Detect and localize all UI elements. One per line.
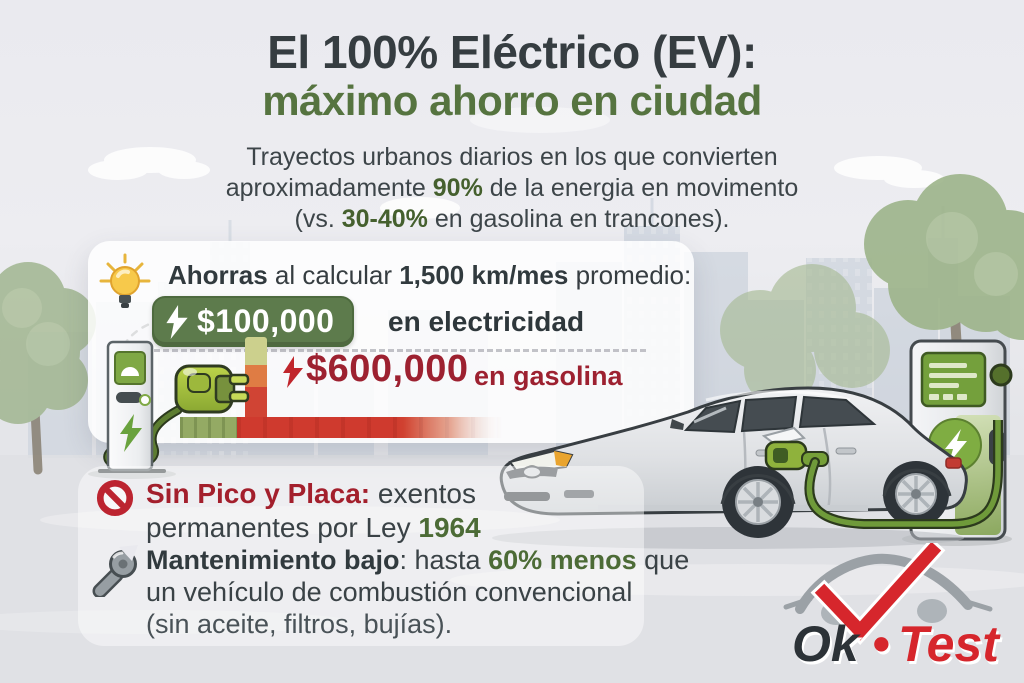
dashed-divider xyxy=(154,349,646,352)
benefit-pico-placa: Sin Pico y Placa: exentos permanentes po… xyxy=(146,478,481,543)
lightning-bolt-icon xyxy=(283,356,303,388)
bar-segment-orange xyxy=(245,365,267,387)
clouds xyxy=(88,107,944,219)
subtitle-line-1: Trayectos urbanos diarios en los que con… xyxy=(246,143,778,171)
electric-car xyxy=(492,386,968,549)
front-wheel xyxy=(720,466,796,538)
title-line-1: El 100% Eléctrico (EV): xyxy=(267,26,757,78)
subtitle: Trayectos urbanos diarios en los que con… xyxy=(0,142,1024,235)
charge-port xyxy=(761,426,829,471)
maintenance-saving-value: 60% menos xyxy=(488,545,637,575)
electricity-label: en electricidad xyxy=(388,306,585,337)
gasoline-label: en gasolina xyxy=(474,361,623,391)
benefits-panel xyxy=(78,466,644,646)
title-line-2: máximo ahorro en ciudad xyxy=(262,76,762,124)
car-check-icon xyxy=(783,543,993,646)
lightbulb-icon xyxy=(99,253,151,308)
subtitle-line-3: (vs. 30-40% en gasolina en trancones). xyxy=(294,205,730,233)
lightning-bolt-icon xyxy=(945,429,967,463)
bar-segment-green xyxy=(180,417,237,438)
savings-heading: Ahorras al calcular 1,500 km/mes promedi… xyxy=(168,260,692,290)
bar-segment-red xyxy=(245,387,267,417)
benefit-maintenance: Mantenimiento bajo: hasta 60% menos que … xyxy=(146,545,690,639)
bar-segment-red-fade xyxy=(237,417,505,438)
tree-right xyxy=(864,174,1024,405)
pico-placa-highlight: Sin Pico y Placa: xyxy=(146,478,371,509)
no-entry-icon xyxy=(96,479,134,517)
logo-word-test: Test xyxy=(898,616,1001,671)
law-number: 1964 xyxy=(418,512,481,543)
rear-wheel xyxy=(882,461,952,527)
comparison-bar-horizontal xyxy=(180,417,505,438)
brand-logo: Ok • Test xyxy=(783,543,1001,671)
tree-left xyxy=(0,262,96,475)
page-title: El 100% Eléctrico (EV): máximo ahorro en… xyxy=(0,26,1024,124)
bar-segment-pale-green xyxy=(245,337,267,365)
logo-dot: • xyxy=(872,616,890,671)
efficiency-ev-value: 90% xyxy=(432,174,483,202)
lightning-bolt-icon xyxy=(120,414,142,452)
wrench-icon xyxy=(92,545,138,597)
ev-charging-station-left xyxy=(88,340,250,479)
gasoline-amount: $600,000 xyxy=(306,348,469,390)
comparison-bar-vertical xyxy=(245,337,267,417)
charging-cable xyxy=(804,420,1003,529)
electricity-amount: $100,000 xyxy=(197,303,335,339)
logo-word-ok: Ok xyxy=(792,616,861,671)
efficiency-gas-value: 30-40% xyxy=(341,205,428,233)
green-power-plug xyxy=(174,364,250,414)
subtitle-line-2: aproximadamente 90% de la energia en mov… xyxy=(225,174,799,202)
lightning-bolt-icon xyxy=(166,304,188,339)
km-per-month-value: 1,500 km/mes xyxy=(399,260,569,290)
